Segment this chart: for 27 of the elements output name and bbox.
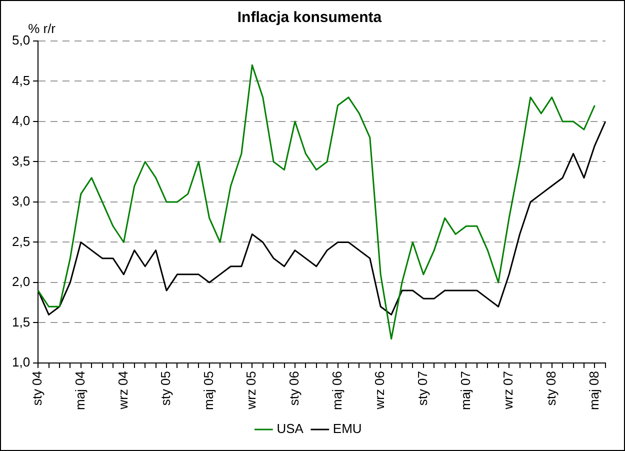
y-tick-label: 3,5: [12, 153, 30, 168]
x-tick-label: maj 08: [586, 370, 602, 410]
x-tick-label: wrz 07: [500, 370, 516, 410]
x-tick-label: sty 07: [415, 370, 430, 406]
y-tick-label: 4,0: [12, 113, 30, 128]
x-tick-label: wrz 04: [115, 370, 130, 410]
legend-label: USA: [276, 421, 304, 436]
x-tick-label: sty 06: [286, 370, 302, 406]
x-tick-label: wrz 06: [372, 370, 388, 410]
y-tick-label: 2,5: [12, 234, 30, 249]
y-tick-label: 5,0: [12, 32, 30, 48]
x-tick-label: wrz 05: [244, 370, 259, 410]
x-tick-label: sty 05: [158, 370, 174, 406]
y-tick-label: 1,0: [12, 354, 30, 370]
x-tick-label: maj 04: [72, 370, 88, 410]
x-tick-label: maj 07: [458, 370, 473, 410]
y-tick-label: 3,0: [12, 194, 30, 209]
legend-label: EMU: [332, 421, 362, 436]
x-tick-label: maj 06: [329, 370, 344, 410]
y-tick-label: 4,5: [12, 72, 30, 88]
x-tick-label: sty 08: [543, 370, 558, 406]
y-axis-title: % r/r: [28, 21, 56, 36]
x-tick-label: maj 05: [200, 370, 216, 410]
chart-title: Inflacja konsumenta: [237, 9, 382, 26]
y-tick-label: 2,0: [12, 274, 30, 290]
y-tick-label: 1,5: [12, 314, 30, 330]
x-tick-label: sty 04: [30, 370, 45, 406]
